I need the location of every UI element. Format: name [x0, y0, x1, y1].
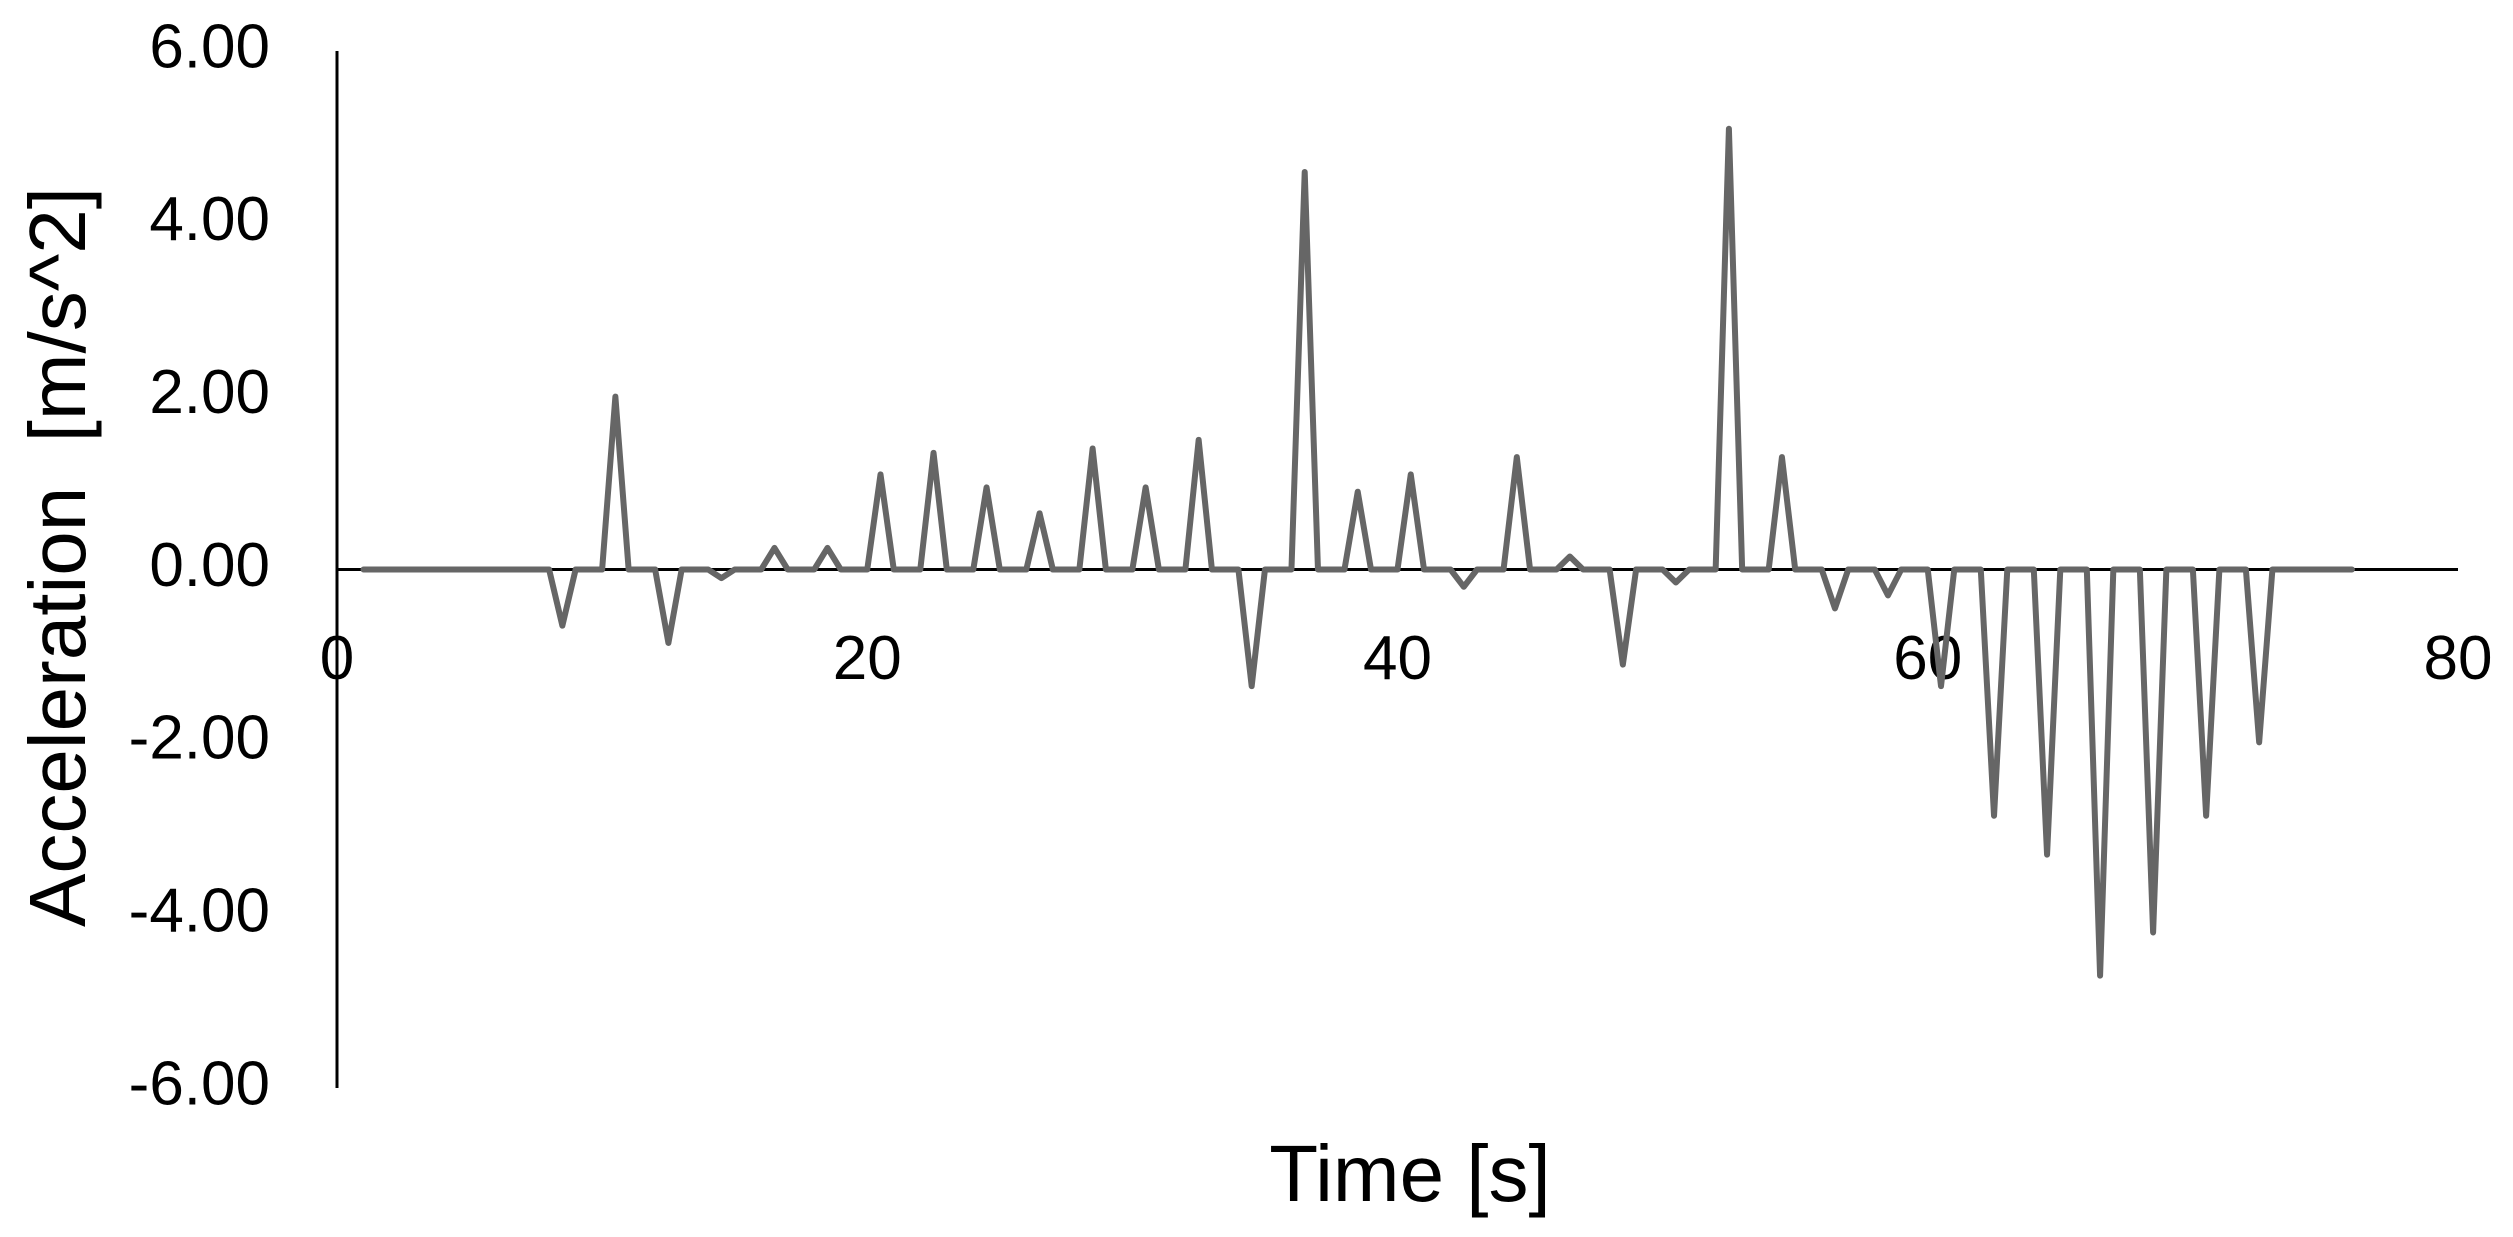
y-axis-title: Acceleration [m/s^2]	[13, 187, 102, 927]
y-tick-label: 2.00	[149, 358, 270, 427]
x-tick-label: 0	[320, 624, 354, 693]
x-tick-label: 80	[2424, 624, 2493, 693]
x-axis-title: Time [s]	[1269, 1129, 1550, 1218]
x-tick-label: 40	[1363, 624, 1432, 693]
y-tick-label: 4.00	[149, 185, 270, 254]
y-tick-label: -2.00	[129, 704, 270, 773]
x-tick-label: 60	[1893, 624, 1962, 693]
data-line	[360, 125, 2355, 979]
x-tick-label: 20	[833, 624, 902, 693]
y-tick-label: 0.00	[149, 531, 270, 600]
y-tick-label: -4.00	[129, 877, 270, 946]
y-tick-label: 6.00	[149, 12, 270, 81]
y-tick-label: -6.00	[129, 1049, 270, 1118]
